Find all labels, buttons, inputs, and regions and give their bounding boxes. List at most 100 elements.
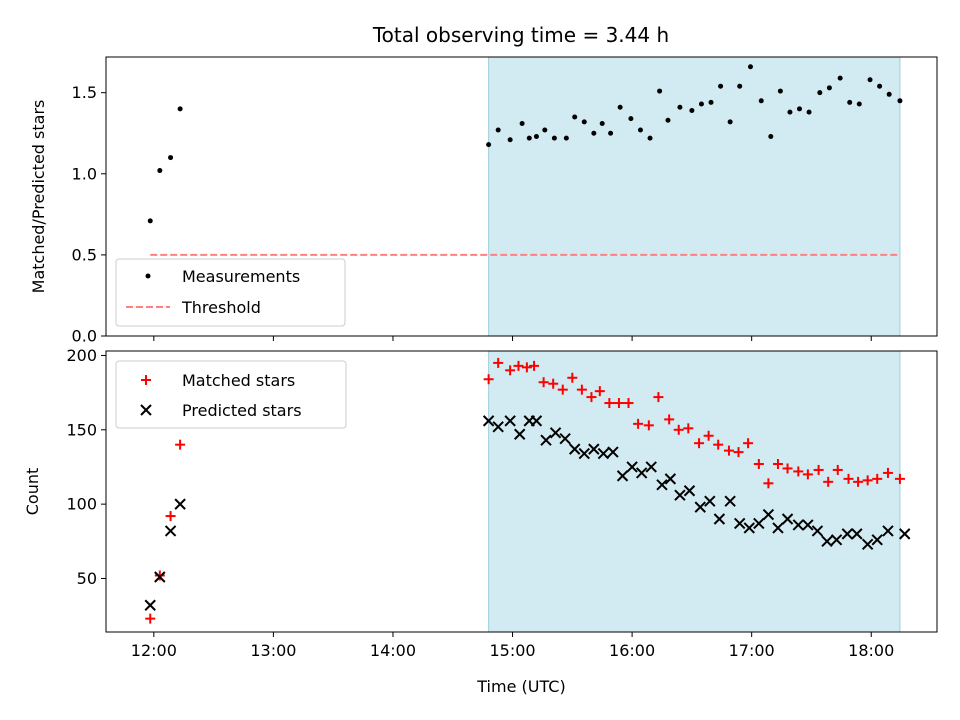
- matched-stars-point: [723, 445, 734, 456]
- predicted-stars-point: [683, 485, 696, 497]
- ratio-legend: Measurements Threshold: [115, 258, 346, 327]
- measurement-point: [177, 106, 183, 112]
- predicted-stars-point: [821, 535, 833, 548]
- predicted-stars-point: [753, 517, 765, 530]
- y-tick-label: 0.5: [72, 245, 97, 264]
- matched-stars-point: [763, 478, 774, 489]
- x-axis-label: Time (UTC): [476, 677, 565, 696]
- predicted-stars-point: [762, 508, 775, 521]
- predicted-stars-point: [164, 525, 177, 537]
- matched-stars-point: [633, 418, 644, 429]
- measurement-point: [689, 108, 695, 114]
- matched-stars-point: [862, 475, 873, 486]
- measurement-points: [147, 64, 903, 224]
- predicted-stars-point: [569, 443, 581, 455]
- measurement-point: [665, 117, 671, 123]
- measurement-point: [677, 104, 683, 110]
- predicted-stars-point: [704, 495, 716, 507]
- predicted-stars-point: [724, 495, 736, 507]
- matched-stars-point: [613, 398, 624, 409]
- matched-stars-point: [538, 377, 549, 388]
- measurement-point: [817, 90, 823, 96]
- matched-stars-point: [557, 384, 568, 395]
- measurement-point: [768, 133, 774, 139]
- observing-window-band: [488, 57, 900, 336]
- measurement-point: [877, 83, 883, 89]
- matched-stars-point: [594, 386, 605, 397]
- measurement-point: [157, 168, 163, 174]
- measurement-point: [727, 119, 733, 125]
- count-panel: 50 100 150 200 12:00 13:00 14:00 15:00 16:00 17:…: [23, 346, 938, 696]
- predicted-stars-point: [559, 433, 571, 445]
- chart-title: Total observing time = 3.44 h: [372, 23, 669, 47]
- measurement-point: [507, 137, 513, 143]
- predicted-stars-point: [504, 415, 516, 427]
- measurement-point: [708, 99, 714, 105]
- y-tick-label: 1.5: [72, 83, 97, 102]
- matched-stars-point: [145, 613, 156, 624]
- x-tick-label: 15:00: [489, 641, 535, 660]
- measurement-point: [758, 98, 764, 104]
- predicted-stars-point: [743, 522, 755, 534]
- predicted-stars-point: [841, 528, 854, 540]
- measurement-point: [599, 121, 605, 127]
- legend-x-symbol: [140, 404, 152, 416]
- matched-stars-point: [882, 467, 893, 478]
- observing-window-shade: [488, 57, 901, 336]
- predicted-stars-point: [851, 528, 863, 540]
- matched-stars-point: [832, 464, 843, 475]
- matched-stars-point: [894, 473, 905, 484]
- x-tick-label: 12:00: [131, 641, 177, 660]
- measurement-point: [617, 104, 623, 110]
- matched-stars-point: [529, 360, 540, 371]
- observing-window-shade: [488, 351, 901, 632]
- count-points: [144, 357, 911, 624]
- predicted-stars-point: [588, 443, 600, 455]
- matched-stars-point: [753, 458, 764, 469]
- count-y-axis-label: Count: [23, 468, 42, 516]
- predicted-stars-point: [626, 461, 638, 473]
- measurement-point: [608, 130, 614, 136]
- matched-stars-point: [586, 392, 597, 403]
- measurement-point: [495, 127, 501, 133]
- predicted-stars-point: [645, 461, 657, 473]
- legend-marker-measurements: [145, 273, 151, 279]
- predicted-stars-point: [830, 534, 843, 546]
- matched-stars-point: [813, 464, 824, 475]
- matched-stars-point: [853, 476, 864, 487]
- ratio-panel-frame: [105, 56, 938, 337]
- matched-stars-point: [567, 372, 578, 383]
- measurement-point: [837, 75, 843, 81]
- predicted-stars-point: [607, 446, 619, 458]
- matched-stars-point: [782, 463, 793, 474]
- predicted-stars-point: [713, 513, 726, 525]
- measurement-point: [657, 88, 663, 94]
- matched-stars-point: [823, 476, 834, 487]
- matched-stars-point: [521, 362, 532, 373]
- predicted-stars-point: [664, 473, 677, 485]
- observing-window-band: [488, 351, 900, 632]
- measurement-point: [747, 64, 753, 70]
- predicted-stars-point: [635, 467, 648, 479]
- measurement-point: [847, 99, 853, 105]
- legend-label-threshold: Threshold: [181, 298, 261, 317]
- predicted-stars-point: [549, 427, 562, 439]
- count-x-ticks: 12:00 13:00 14:00 15:00 16:00 17:00 18:00: [131, 632, 894, 660]
- predicted-stars-point: [616, 470, 629, 482]
- legend-marker-matched-stars: [141, 375, 151, 385]
- count-panel-frame: [105, 350, 938, 633]
- predicted-stars-point: [734, 517, 746, 530]
- measurement-point: [806, 109, 812, 115]
- measurement-point: [168, 155, 174, 161]
- predicted-stars-point: [882, 525, 894, 537]
- matched-stars-point: [872, 473, 883, 484]
- measurement-point: [542, 127, 548, 133]
- matched-stars-point: [513, 360, 524, 371]
- matched-stars-point: [802, 469, 813, 480]
- measurement-point: [737, 83, 743, 89]
- predicted-stars-point: [578, 447, 590, 460]
- y-tick-label: 1.0: [72, 164, 97, 183]
- matched-stars-point: [576, 384, 587, 395]
- predicted-stars-point: [492, 421, 504, 433]
